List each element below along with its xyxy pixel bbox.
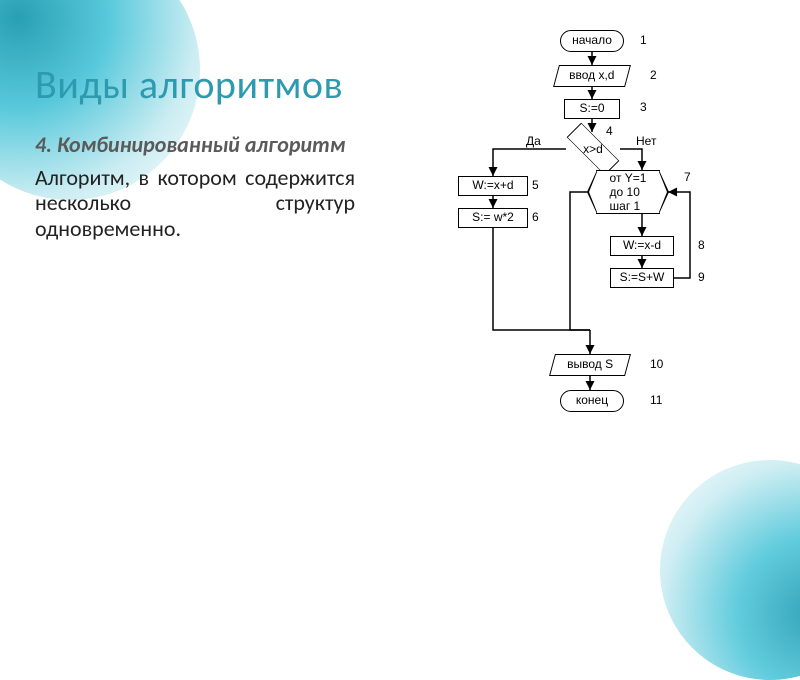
node-s-eq-splus-w: S:=S+W [610,268,674,288]
node-number-5: 5 [532,178,539,192]
node-number-8: 8 [698,238,705,252]
node-w-eq-xminusd: W:=x-d [610,236,674,256]
node-number-10: 10 [650,357,663,371]
flowchart-connectors [440,30,720,450]
node-number-11: 11 [650,393,662,407]
node-loop: от Y=1 до 10 шаг 1 [588,170,668,214]
node-number-9: 9 [698,270,705,284]
decision-yes-label: Да [526,134,541,148]
node-number-1: 1 [640,33,647,47]
slide-content: Виды алгоритмов 4. Комбинированный алгор… [0,0,800,600]
flowchart: начало 1 ввод x,d 2 S:=0 3 x>d 4 Да Нет … [440,30,720,450]
node-w-eq-xplusd: W:=x+d [458,176,528,196]
node-number-4: 4 [606,124,613,138]
node-number-7: 7 [684,170,691,184]
node-input: ввод x,d [553,65,631,87]
node-number-6: 6 [532,210,539,224]
decision-no-label: Нет [636,134,656,148]
node-end: конец [560,390,624,412]
node-number-2: 2 [650,68,657,82]
node-init: S:=0 [564,99,620,119]
node-output: вывод S [549,354,631,376]
slide-body: Алгоритм, в котором содержится несколько… [35,165,355,241]
slide-subhead: 4. Комбинированный алгоритм [35,133,355,157]
node-s-eq-wsq: S:= w*2 [458,208,528,228]
node-start: начало [560,30,624,52]
node-number-3: 3 [640,100,647,114]
